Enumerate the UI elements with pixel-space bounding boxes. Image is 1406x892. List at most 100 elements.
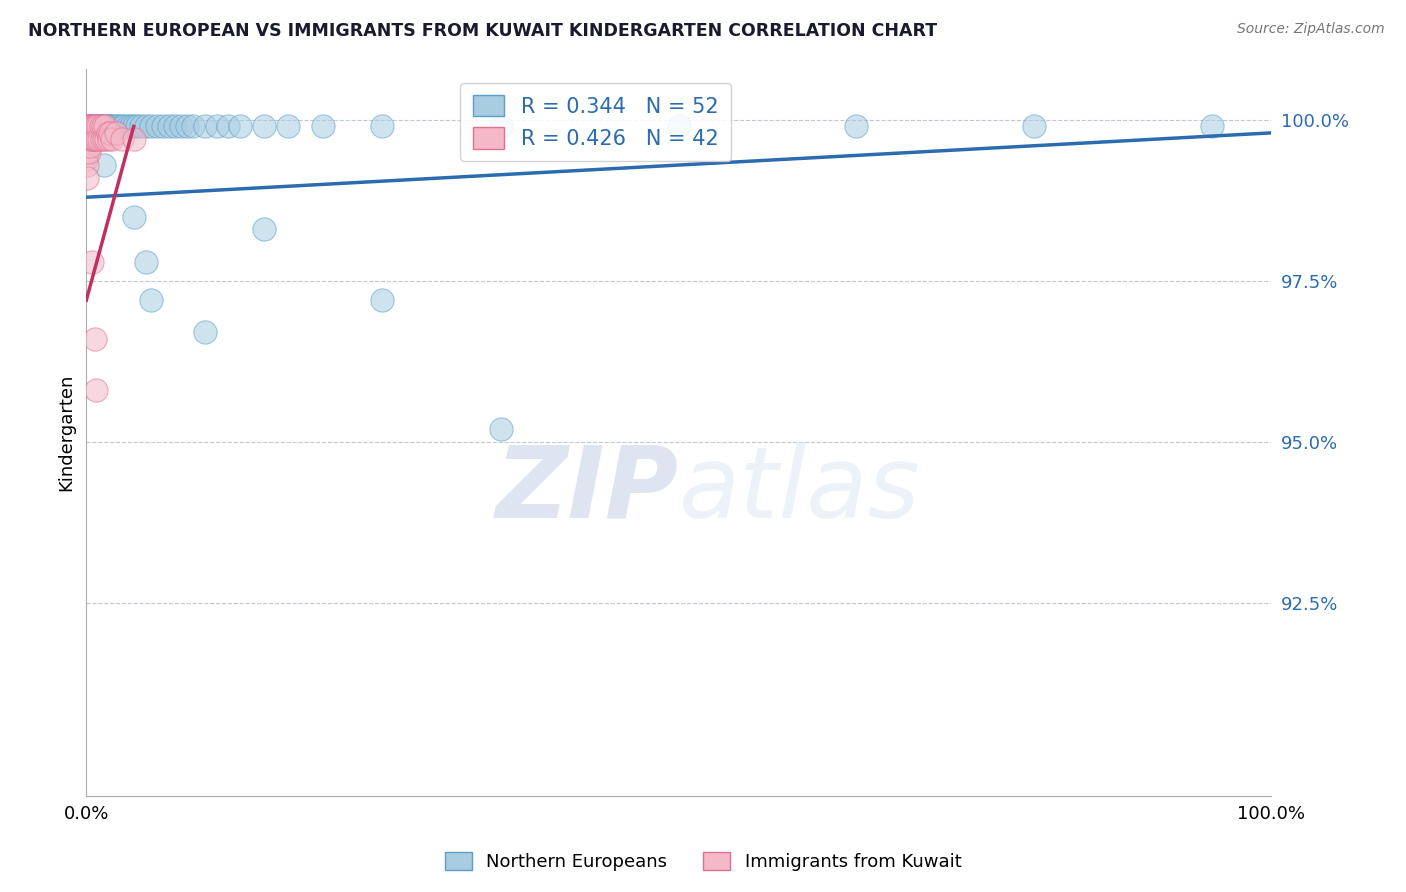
Point [101,132,124,146]
Point [489,422,512,436]
Point [101,120,124,134]
Point [194,326,217,340]
Point [91,120,114,134]
Point [87,120,110,134]
Point [104,126,127,140]
Point [83,132,105,146]
Point [152,120,174,134]
Point [111,120,134,134]
Point [75,138,97,153]
Point [170,120,193,134]
Point [79,120,101,134]
Point [93,120,115,134]
Text: ZIP: ZIP [496,442,679,539]
Point [157,120,180,134]
Point [75,152,97,166]
Point [76,158,98,172]
Point [217,120,239,134]
Point [94,120,117,134]
Point [97,126,120,140]
Point [82,120,104,134]
Point [76,120,98,134]
Point [122,132,145,146]
Point [135,254,157,268]
Point [253,120,276,134]
Point [205,120,228,134]
Point [135,120,157,134]
Text: atlas: atlas [679,442,921,539]
Point [194,120,217,134]
Point [117,120,139,134]
Text: NORTHERN EUROPEAN VS IMMIGRANTS FROM KUWAIT KINDERGARTEN CORRELATION CHART: NORTHERN EUROPEAN VS IMMIGRANTS FROM KUW… [28,22,938,40]
Point [84,120,107,134]
Point [75,126,97,140]
Point [97,120,120,134]
Point [93,158,115,172]
Point [165,120,187,134]
Point [75,120,97,134]
Point [96,120,118,134]
Point [96,132,118,146]
Point [77,132,100,146]
Point [76,145,98,160]
Point [82,120,104,134]
Point [77,145,100,160]
Point [141,293,163,308]
Point [87,120,110,134]
Point [82,132,104,146]
Point [79,120,101,134]
Point [371,293,394,308]
Point [79,138,101,153]
Point [75,132,97,146]
Point [83,332,105,346]
Point [79,126,101,140]
Point [86,120,108,134]
Point [108,120,131,134]
Point [112,120,135,134]
Point [120,120,142,134]
Legend: Northern Europeans, Immigrants from Kuwait: Northern Europeans, Immigrants from Kuwa… [437,845,969,879]
Point [89,120,111,134]
Legend: R = 0.344   N = 52, R = 0.426   N = 42: R = 0.344 N = 52, R = 0.426 N = 42 [460,83,731,161]
Point [1201,120,1223,134]
Point [98,126,121,140]
Point [84,120,107,134]
Point [84,384,107,398]
Point [277,120,299,134]
Point [80,120,103,134]
Point [668,120,690,134]
Point [122,120,145,134]
Point [90,120,112,134]
Point [76,132,98,146]
Point [489,120,512,134]
Point [104,120,127,134]
Point [371,120,394,134]
Point [86,132,108,146]
Point [80,120,103,134]
Point [97,120,120,134]
Point [176,120,198,134]
Point [98,120,121,134]
Point [105,120,128,134]
Point [76,126,98,140]
Point [122,210,145,224]
Point [82,120,104,134]
Point [129,120,152,134]
Point [94,120,117,134]
Point [82,254,104,268]
Point [82,132,104,146]
Point [90,132,112,146]
Point [312,120,335,134]
Point [97,132,120,146]
Point [89,120,111,134]
Point [146,120,169,134]
Point [77,120,100,134]
Y-axis label: Kindergarten: Kindergarten [58,374,75,491]
Point [83,120,105,134]
Point [76,170,98,185]
Point [93,132,115,146]
Point [111,132,134,146]
Point [253,222,276,236]
Point [80,132,103,146]
Point [127,120,149,134]
